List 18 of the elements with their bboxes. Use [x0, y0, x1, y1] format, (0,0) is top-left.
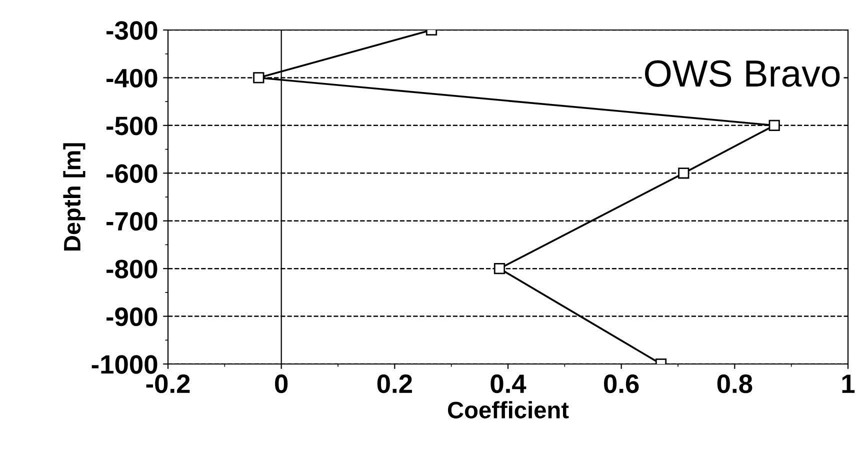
- y-axis-title: Depth [m]: [63, 143, 86, 251]
- annotation: OWS Bravo: [645, 60, 840, 87]
- x-tick-label: -0.2: [146, 374, 190, 394]
- x-axis-title: Coefficient: [448, 401, 569, 418]
- y-tick-label: -400: [106, 68, 158, 88]
- y-tick-label: -500: [106, 116, 158, 136]
- y-tick-label: -1000: [92, 355, 158, 374]
- y-tick-label: -700: [106, 212, 158, 231]
- y-tick-label: -600: [106, 164, 158, 183]
- x-tick-label: 0.8: [717, 374, 752, 394]
- x-tick-label: 0.4: [490, 374, 526, 394]
- y-tick-label: -900: [106, 307, 158, 326]
- x-tick-label: 0: [275, 374, 288, 394]
- y-tick-label: -800: [106, 260, 158, 278]
- x-tick-label: 0.2: [377, 374, 412, 394]
- x-tick-label: 0.6: [604, 374, 639, 394]
- x-tick-label: 1: [842, 374, 855, 393]
- y-tick-label: -300: [106, 21, 158, 40]
